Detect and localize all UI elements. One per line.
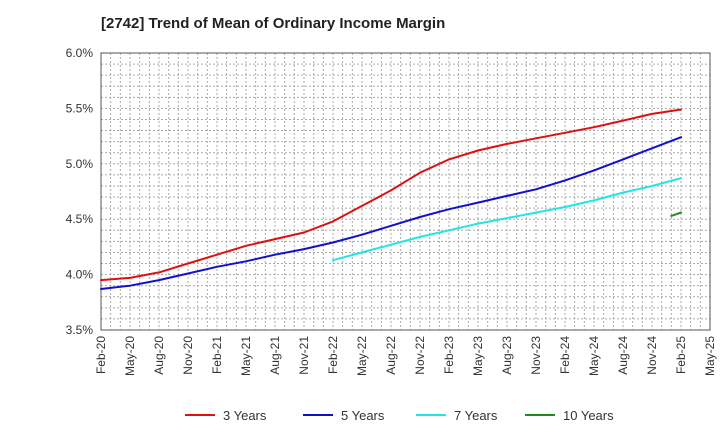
x-tick-label: Aug-24 [616, 336, 630, 375]
x-tick-label: Feb-23 [442, 336, 456, 374]
series-line-5-years [100, 136, 682, 290]
axes: 3.5% 4.0% 4.5% 5.0% 5.5% 6.0% Feb-20 May-20 Aug-… [66, 46, 717, 376]
y-tick-label: 4.5% [66, 212, 94, 226]
y-tick-label: 6.0% [66, 46, 94, 60]
grid-lines [100, 52, 711, 331]
x-tick-label: Nov-20 [181, 336, 195, 375]
series-line-7-years [332, 177, 682, 262]
y-tick-label: 4.0% [66, 268, 94, 282]
x-tick-label: Feb-21 [210, 336, 224, 374]
x-tick-label: May-23 [471, 336, 485, 376]
x-tick-label: Feb-25 [674, 336, 688, 374]
x-tick-label: Feb-20 [94, 336, 108, 374]
x-tick-label: May-22 [355, 336, 369, 376]
x-tick-label: Aug-23 [500, 336, 514, 375]
x-tick-label: Feb-24 [558, 336, 572, 374]
x-tick-label: May-20 [123, 336, 137, 376]
series-line-10-years [670, 211, 682, 217]
y-tick-label: 5.0% [66, 157, 94, 171]
x-tick-label: Nov-23 [529, 336, 543, 375]
x-tick-label: May-21 [239, 336, 253, 376]
legend-label-5-years: 5 Years [341, 408, 385, 423]
y-tick-label: 3.5% [66, 323, 94, 337]
plot-frame [100, 52, 711, 331]
x-tick-label: Nov-21 [297, 336, 311, 375]
y-tick-label: 5.5% [66, 101, 94, 115]
x-tick-label: May-25 [703, 336, 717, 376]
legend: 3 Years 5 Years 7 Years 10 Years [185, 408, 614, 423]
x-tick-label: Feb-22 [326, 336, 340, 374]
x-tick-label: May-24 [587, 336, 601, 376]
legend-label-10-years: 10 Years [563, 408, 614, 423]
series-lines [100, 108, 682, 290]
x-tick-label: Aug-20 [152, 336, 166, 375]
x-tick-label: Aug-21 [268, 336, 282, 375]
legend-label-3-years: 3 Years [223, 408, 267, 423]
legend-label-7-years: 7 Years [454, 408, 498, 423]
chart-title: [2742] Trend of Mean of Ordinary Income … [101, 15, 446, 32]
x-tick-label: Nov-24 [645, 336, 659, 375]
x-tick-label: Aug-22 [384, 336, 398, 375]
x-tick-label: Nov-22 [413, 336, 427, 375]
series-line-3-years [100, 108, 682, 282]
